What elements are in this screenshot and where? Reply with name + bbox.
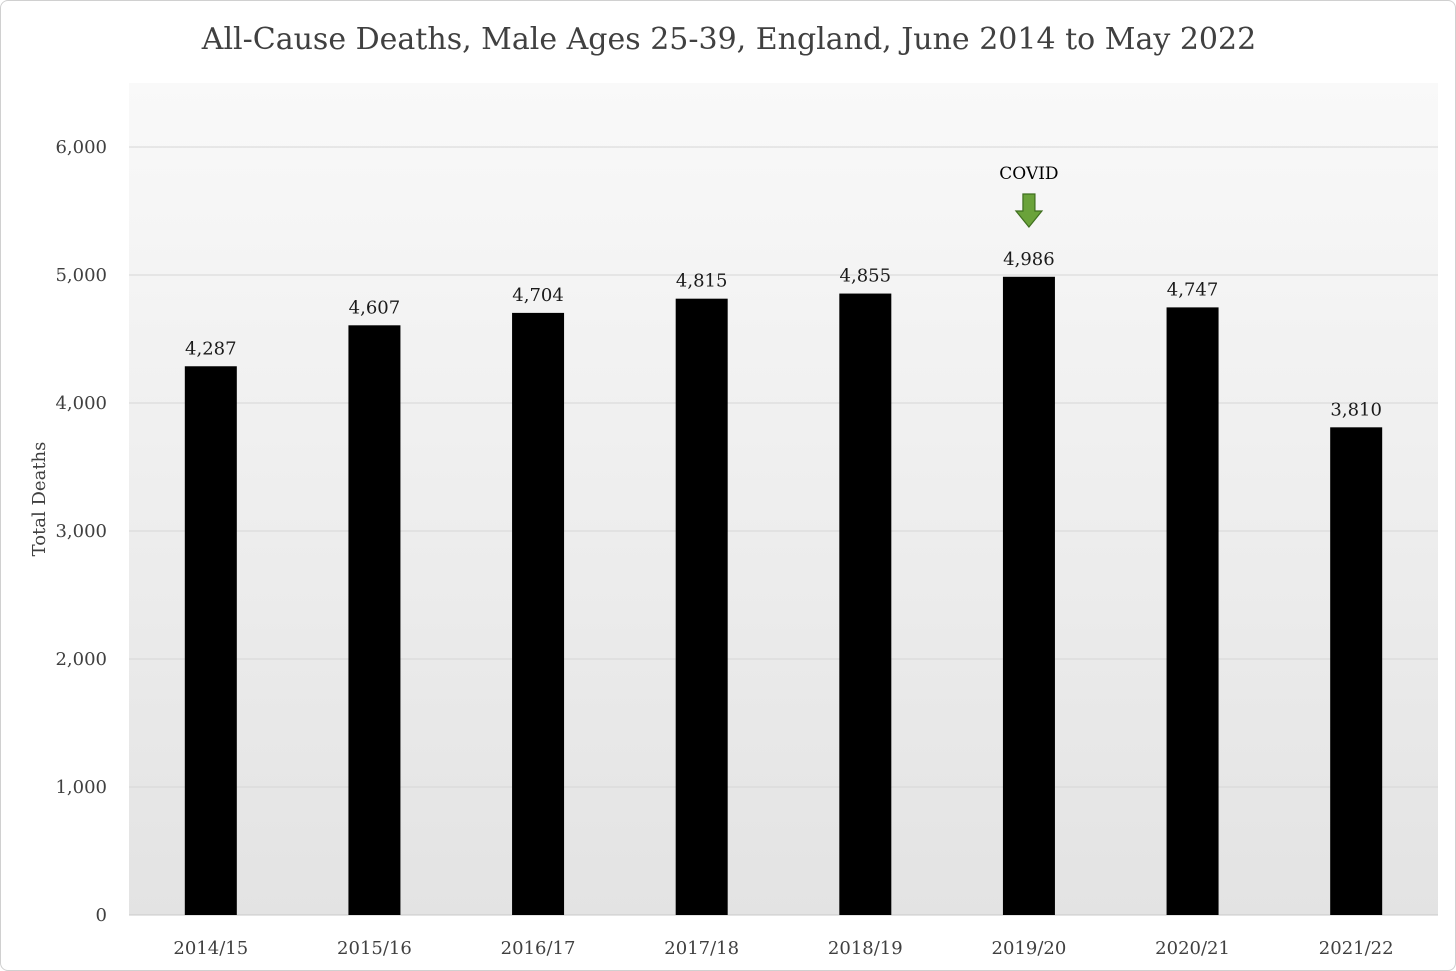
data-label: 4,607: [349, 297, 401, 318]
data-label: 3,810: [1330, 399, 1382, 420]
bar: [1002, 276, 1055, 915]
y-tick-label: 4,000: [55, 393, 107, 414]
bar: [675, 298, 728, 915]
x-axis-ticks: 2014/15 2015/16 2016/17 2017/18 2018/19 2019/…: [173, 938, 1393, 959]
y-tick-label: 5,000: [55, 265, 107, 286]
data-label: 4,704: [512, 285, 564, 306]
y-tick-label: 2,000: [55, 649, 107, 670]
bar: [184, 366, 237, 915]
data-label: 4,986: [1003, 249, 1055, 270]
data-label: 4,747: [1167, 279, 1219, 300]
data-label: 4,287: [185, 338, 237, 359]
y-tick-label: 1,000: [55, 777, 107, 798]
x-tick-label: 2017/18: [664, 938, 739, 959]
chart-title: All-Cause Deaths, Male Ages 25-39, Engla…: [201, 22, 1256, 57]
bar: [1166, 307, 1219, 915]
bar: [348, 325, 401, 916]
bar: [512, 312, 565, 915]
data-label: 4,815: [676, 271, 728, 292]
x-tick-label: 2015/16: [337, 938, 412, 959]
bars: [184, 276, 1383, 916]
data-labels: 4,287 4,607 4,704 4,815 4,855 4,986 4,747 3,810: [185, 249, 1382, 421]
y-axis-label: Total Deaths: [29, 442, 50, 557]
data-label: 4,855: [840, 266, 892, 287]
bar: [839, 293, 892, 915]
down-arrow-icon: [1014, 193, 1044, 228]
x-tick-label: 2016/17: [501, 938, 576, 959]
x-tick-label: 2018/19: [828, 938, 903, 959]
y-axis-ticks: 0 1,000 2,000 3,000 4,000 5,000 6,000: [55, 137, 107, 926]
bar: [1330, 427, 1383, 915]
plot-area: [129, 83, 1438, 915]
y-tick-label: 6,000: [55, 137, 107, 158]
y-tick-label: 3,000: [55, 521, 107, 542]
annotation: COVID: [999, 164, 1059, 228]
annotation-label: COVID: [999, 164, 1058, 184]
x-tick-label: 2021/22: [1319, 938, 1394, 959]
x-tick-label: 2019/20: [992, 938, 1067, 959]
y-tick-label: 0: [96, 905, 107, 926]
x-tick-label: 2014/15: [173, 938, 248, 959]
x-tick-label: 2020/21: [1155, 938, 1230, 959]
gridlines: [129, 146, 1438, 916]
